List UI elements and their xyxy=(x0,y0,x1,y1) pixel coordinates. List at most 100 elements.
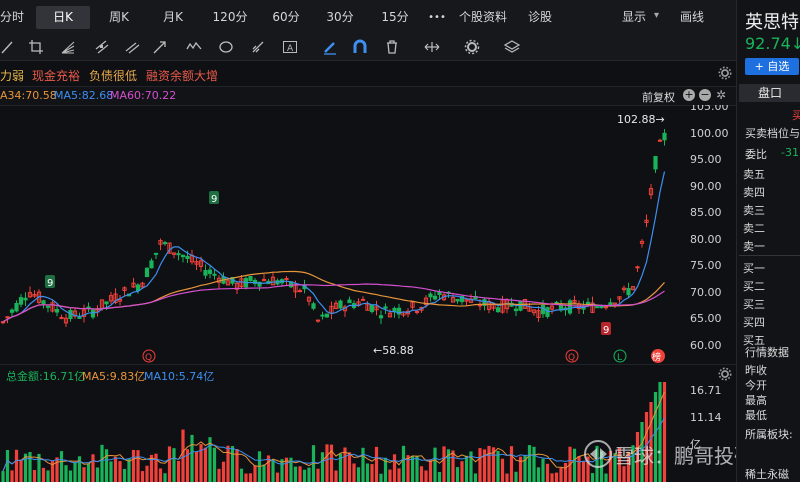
volume-bar xyxy=(185,449,190,482)
candle xyxy=(468,298,474,303)
svg-text:榜: 榜 xyxy=(652,351,661,363)
candle xyxy=(536,310,541,318)
tag-cash-rich[interactable]: 现金充裕 xyxy=(32,69,81,83)
volume-bar xyxy=(595,445,599,482)
candle xyxy=(513,308,519,312)
tab-60min[interactable]: 60分 xyxy=(272,10,300,24)
volume-bar xyxy=(550,473,554,482)
volume-bar xyxy=(397,468,401,482)
candle xyxy=(621,287,627,291)
magnet-icon[interactable] xyxy=(352,39,368,55)
line-tool-icon[interactable] xyxy=(0,39,16,55)
zoom-in-icon[interactable]: + xyxy=(683,88,695,101)
tab-daily-k[interactable]: 日K xyxy=(36,6,90,29)
volume-bar xyxy=(514,471,518,482)
volume-bar xyxy=(482,449,487,482)
ask-5[interactable]: 卖五 xyxy=(743,168,765,181)
volume-bar xyxy=(352,463,356,482)
cycle-tool-icon[interactable] xyxy=(218,39,234,55)
volume-bar xyxy=(100,444,104,482)
gear-icon[interactable] xyxy=(718,367,732,381)
tab-order-book[interactable]: 盘口 xyxy=(739,84,800,102)
wave-tool-icon[interactable] xyxy=(186,39,202,55)
layers-icon[interactable] xyxy=(504,39,520,55)
tag-margin-increase[interactable]: 融资余额大增 xyxy=(146,69,219,83)
arrow-line-icon[interactable] xyxy=(152,39,168,55)
adjust-mode-label[interactable]: 前复权 xyxy=(642,91,675,104)
sector-value[interactable]: 稀土永磁 xyxy=(745,468,789,481)
bid-2[interactable]: 买二 xyxy=(743,280,765,293)
pen-tool-icon[interactable] xyxy=(322,39,338,55)
price-axis-85: 85.00 xyxy=(690,206,722,219)
candlestick-chart[interactable]: 105.00 100.00 95.00 90.00 85.00 80.00 75… xyxy=(0,105,736,363)
bid-1[interactable]: 买一 xyxy=(743,262,765,275)
tab-intraday[interactable]: 分时 xyxy=(0,10,25,24)
volume-bar xyxy=(640,422,644,482)
trash-icon[interactable] xyxy=(384,39,400,55)
gear-icon[interactable] xyxy=(718,66,732,80)
bid-3[interactable]: 买三 xyxy=(743,298,765,311)
nine-marker-2[interactable]: 9 xyxy=(209,191,219,205)
gear-icon[interactable] xyxy=(464,39,480,55)
volume-bar xyxy=(239,468,244,482)
volume-bar xyxy=(253,465,257,482)
ask-4[interactable]: 卖四 xyxy=(743,186,765,199)
ask-2[interactable]: 卖二 xyxy=(743,222,765,235)
tab-weekly-k[interactable]: 周K xyxy=(109,10,129,24)
parallel-tool-icon[interactable] xyxy=(124,39,140,55)
ask-3[interactable]: 卖三 xyxy=(743,204,765,217)
nine-marker-1[interactable]: 9 xyxy=(45,275,55,289)
volume-axis-mid: 11.14 xyxy=(690,411,722,424)
zoom-out-icon[interactable]: − xyxy=(699,88,711,101)
tab-15min[interactable]: 15分 xyxy=(381,10,409,24)
svg-text:9: 9 xyxy=(603,325,609,336)
candle xyxy=(626,288,631,296)
display-menu-button[interactable]: 显示 xyxy=(621,10,646,24)
volume-bar xyxy=(433,447,437,482)
bid-5[interactable]: 买五 xyxy=(743,334,765,347)
volume-bar xyxy=(644,412,649,482)
draw-line-button[interactable]: 画线 xyxy=(679,10,704,24)
candle xyxy=(378,315,384,319)
diagnose-button[interactable]: 诊股 xyxy=(527,10,552,24)
expand-horizontal-icon[interactable] xyxy=(424,39,440,55)
ask-1[interactable]: 卖一 xyxy=(743,240,765,253)
volume-chart[interactable]: 16.71 11.14 亿 雪球：鹏哥投研 xyxy=(0,382,736,482)
stock-profile-button[interactable]: 个股资料 xyxy=(458,10,507,24)
nine-marker-3[interactable]: 9 xyxy=(601,322,611,336)
candle xyxy=(324,313,330,318)
q-marker-2[interactable]: Q xyxy=(565,349,579,363)
bid-4[interactable]: 买四 xyxy=(743,316,765,329)
tab-30min[interactable]: 30分 xyxy=(326,10,354,24)
settings-icon[interactable]: ✲ xyxy=(716,88,727,102)
total-amount: 总金额:16.71亿 xyxy=(6,370,86,383)
text-tool-icon[interactable]: A xyxy=(282,39,298,55)
volume-bar xyxy=(91,454,95,482)
volume-bar xyxy=(653,392,658,482)
chevron-down-icon[interactable]: ▾ xyxy=(654,10,660,21)
crop-tool-icon[interactable] xyxy=(28,39,44,55)
tag-weak[interactable]: 力弱 xyxy=(0,69,25,83)
volume-bar xyxy=(608,450,613,482)
low-label: 最低 xyxy=(745,409,767,422)
tab-120min[interactable]: 120分 xyxy=(212,10,248,24)
volume-bar xyxy=(392,454,397,482)
volume-bar xyxy=(158,468,163,482)
q-marker-1[interactable]: Q xyxy=(142,349,156,363)
more-button[interactable]: ••• xyxy=(428,12,446,23)
volume-bar xyxy=(154,453,158,482)
volume-bar xyxy=(262,464,266,482)
tab-monthly-k[interactable]: 月K xyxy=(163,10,183,24)
candle xyxy=(14,302,19,312)
leaderboard-marker[interactable]: 榜 xyxy=(651,349,665,363)
add-watchlist-button[interactable]: + 自选 xyxy=(745,58,799,75)
fan-tool-icon[interactable] xyxy=(60,39,76,55)
tag-low-debt[interactable]: 负债很低 xyxy=(89,69,138,83)
volume-bar xyxy=(122,468,127,482)
volume-bar xyxy=(388,469,392,482)
l-marker[interactable]: L xyxy=(613,349,627,363)
channel-tool-icon[interactable] xyxy=(94,39,110,55)
candle xyxy=(144,267,150,278)
measure-tool-icon[interactable] xyxy=(250,39,266,55)
candle xyxy=(86,306,91,309)
